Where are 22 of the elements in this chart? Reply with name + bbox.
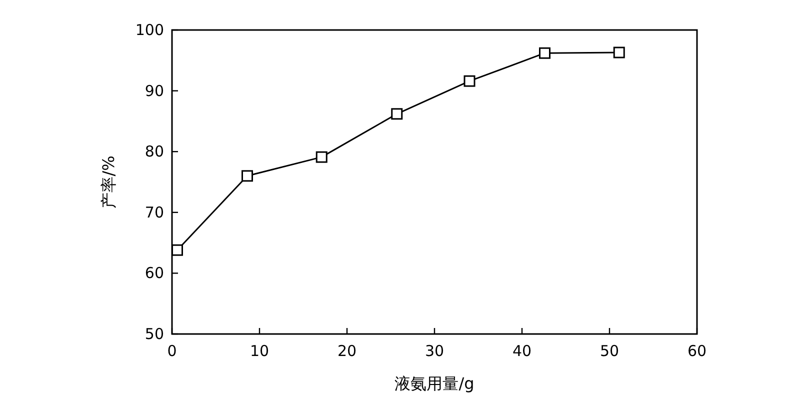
point [539, 47, 550, 59]
point [172, 244, 183, 256]
y-tick-label: 60 [144, 264, 164, 282]
point [242, 170, 253, 182]
x-tick-label: 10 [250, 342, 270, 360]
x-tick-label: 60 [687, 342, 707, 360]
y-tick-label: 90 [144, 82, 164, 100]
y-tick-label: 70 [144, 203, 164, 222]
x-tick-label: 0 [167, 342, 177, 360]
x-tick-label: 30 [424, 342, 444, 360]
point [316, 151, 328, 163]
x-tick-label: 50 [600, 342, 620, 360]
y-axis-title: 产率/% [99, 156, 118, 208]
x-axis-title: 液氨用量/g [394, 374, 474, 393]
y-tick-label: 100 [135, 21, 164, 39]
x-tick-label: 20 [337, 342, 357, 360]
x-tick-label: 40 [512, 342, 532, 360]
point [391, 108, 403, 120]
point [464, 75, 476, 87]
y-tick-label: 80 [144, 142, 164, 161]
y-tick-label: 50 [144, 325, 164, 343]
point [613, 46, 625, 58]
